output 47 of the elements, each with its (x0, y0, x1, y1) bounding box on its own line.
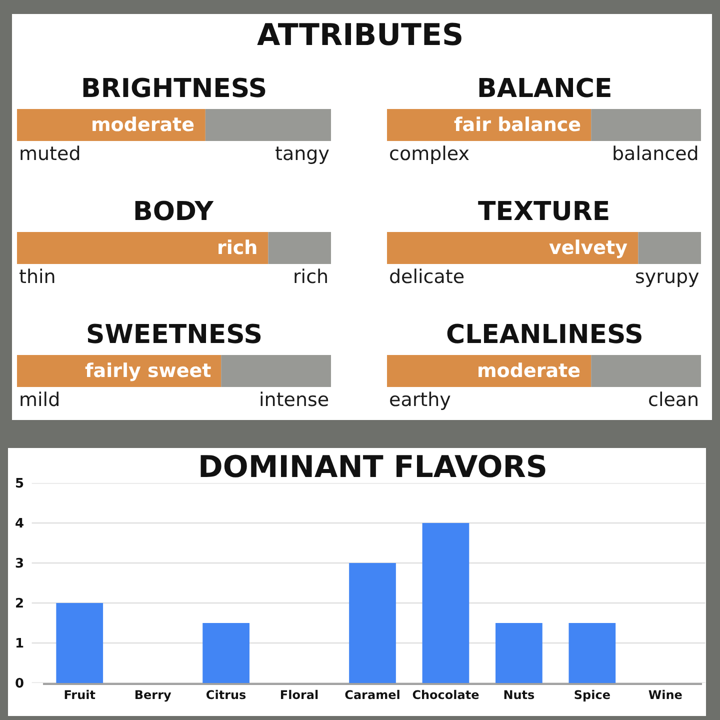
text: mild (19, 389, 60, 411)
bar (56, 603, 104, 683)
text: tangy (275, 143, 330, 165)
x-tick-label: Floral (280, 688, 319, 702)
x-tick-label: Caramel (344, 688, 400, 702)
chart-title: BRIGHTNESS (81, 74, 268, 104)
chart-title: SWEETNESS (86, 320, 262, 350)
chart-title: CLEANLINESS (446, 320, 644, 350)
annotation: velvety (549, 237, 628, 259)
annotation: moderate (477, 360, 580, 382)
y-tick-label: 1 (14, 636, 24, 652)
text: ATTRIBUTES (257, 18, 464, 53)
bar (349, 563, 396, 683)
x-tick-label: Citrus (206, 688, 246, 702)
text: rich (293, 266, 329, 288)
chart-title: DOMINANT FLAVORS (198, 450, 548, 485)
x-tick-label: Nuts (503, 688, 535, 702)
y-tick-label: 2 (14, 596, 24, 612)
text: intense (259, 389, 330, 411)
x-tick-label: Berry (134, 688, 172, 702)
text: complex (389, 143, 470, 165)
y-tick-label: 0 (14, 676, 24, 692)
text: thin (19, 266, 56, 288)
x-tick-label: Wine (648, 688, 682, 702)
y-tick-label: 4 (14, 516, 24, 532)
text: earthy (389, 389, 451, 411)
y-tick-label: 5 (14, 476, 24, 492)
bar (496, 623, 542, 683)
x-tick-label: Fruit (64, 688, 96, 702)
annotation: moderate (91, 114, 194, 136)
chart-title: BALANCE (477, 74, 612, 104)
bar (568, 623, 616, 683)
chart-title: TEXTURE (478, 197, 610, 227)
text: balanced (612, 143, 699, 165)
text: delicate (389, 266, 465, 288)
annotation: fairly sweet (85, 360, 212, 382)
bar (202, 623, 250, 683)
text: clean (648, 389, 700, 411)
annotation: fair balance (454, 114, 582, 136)
bar (422, 523, 470, 683)
chart-title: BODY (133, 197, 215, 227)
text: syrupy (635, 266, 700, 288)
x-tick-label: Chocolate (412, 688, 480, 702)
y-tick-label: 3 (14, 556, 24, 572)
x-tick-label: Spice (574, 688, 610, 702)
annotation: rich (217, 237, 258, 259)
text: muted (19, 143, 81, 165)
